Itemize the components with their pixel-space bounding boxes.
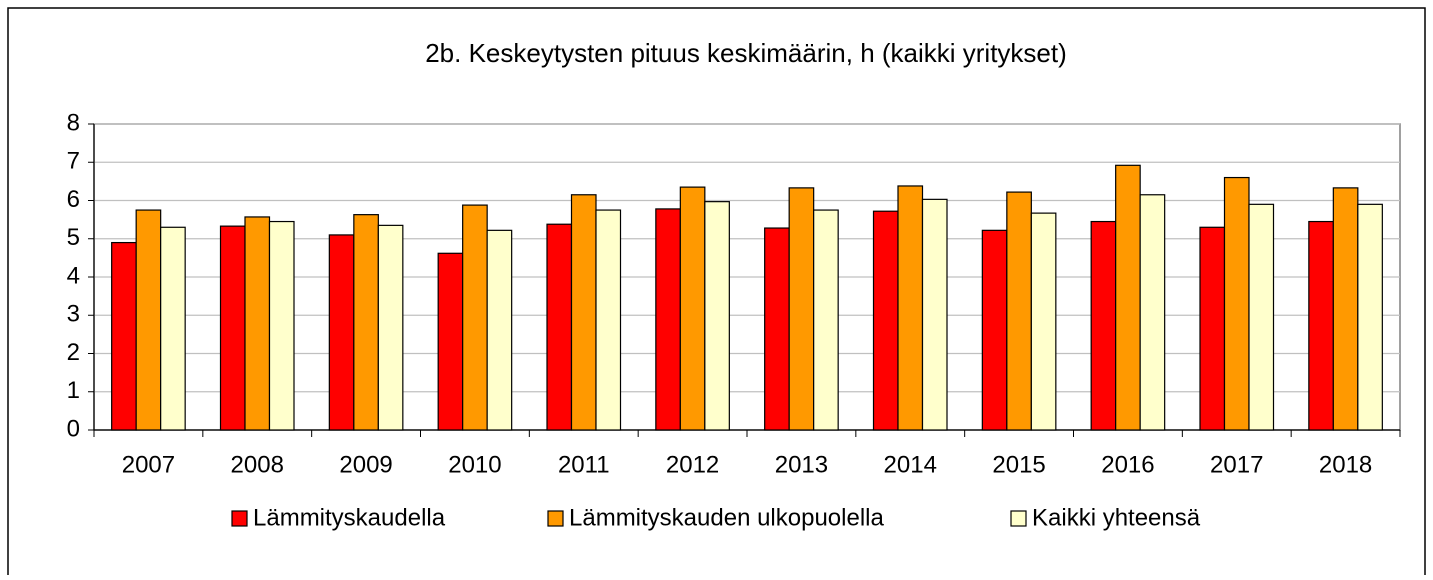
legend-swatch: [231, 510, 248, 527]
bar: [981, 229, 1008, 431]
bar: [1090, 220, 1117, 431]
bar: [546, 223, 573, 431]
bar: [219, 225, 246, 431]
bar: [764, 227, 790, 431]
bar: [1223, 176, 1250, 431]
bar: [244, 216, 271, 431]
y-tick-label: 3: [67, 301, 80, 328]
x-tick-label: 2013: [775, 451, 828, 478]
legend-swatch: [547, 510, 564, 527]
bar: [1199, 226, 1226, 431]
bar: [1006, 191, 1032, 431]
bar: [897, 185, 924, 431]
bar: [111, 241, 137, 431]
bar: [788, 187, 815, 431]
bar: [704, 201, 730, 431]
bar: [486, 229, 513, 431]
bar: [268, 220, 295, 431]
bar: [1139, 194, 1166, 431]
x-tick-label: 2016: [1101, 451, 1154, 478]
bar: [328, 234, 355, 431]
bar: [1030, 212, 1057, 431]
y-tick-label: 8: [67, 109, 80, 136]
bar: [570, 194, 597, 431]
y-tick-label: 0: [67, 415, 80, 442]
legend-label: Kaikki yhteensä: [1032, 504, 1201, 531]
bar: [655, 208, 681, 431]
bar: [135, 209, 162, 431]
x-tick-label: 2015: [992, 451, 1045, 478]
x-tick-label: 2011: [558, 451, 610, 478]
bar: [353, 214, 379, 431]
bar: [595, 209, 622, 431]
x-tick-label: 2010: [448, 451, 501, 478]
bar: [437, 252, 464, 431]
y-tick-label: 4: [67, 262, 80, 289]
bar: [1248, 203, 1275, 431]
bar: [872, 210, 899, 431]
bar: [377, 224, 404, 431]
bar: [462, 204, 488, 431]
bar: [813, 209, 839, 431]
y-tick-label: 1: [67, 377, 80, 404]
x-tick-label: 2017: [1210, 451, 1263, 478]
bar: [1357, 203, 1383, 431]
legend-label: Lämmityskaudella: [253, 504, 446, 531]
bar: [1332, 187, 1359, 431]
x-tick-label: 2007: [122, 451, 175, 478]
x-tick-label: 2014: [884, 451, 937, 478]
bar: [1308, 220, 1334, 431]
legend-swatch: [1010, 510, 1027, 527]
x-tick-label: 2018: [1319, 451, 1372, 478]
y-tick-label: 6: [67, 186, 80, 213]
bar: [1115, 164, 1141, 431]
bar: [679, 186, 706, 431]
y-tick-label: 7: [67, 148, 80, 175]
legend-label: Lämmityskauden ulkopuolella: [569, 504, 885, 531]
chart-title: 2b. Keskeytysten pituus keskimäärin, h (…: [425, 38, 1067, 68]
x-tick-label: 2008: [231, 451, 284, 478]
bar: [921, 198, 948, 431]
y-tick-label: 5: [67, 224, 80, 251]
x-tick-label: 2009: [339, 451, 392, 478]
bar: [160, 226, 186, 431]
y-tick-label: 2: [67, 339, 80, 366]
x-tick-label: 2012: [666, 451, 719, 478]
